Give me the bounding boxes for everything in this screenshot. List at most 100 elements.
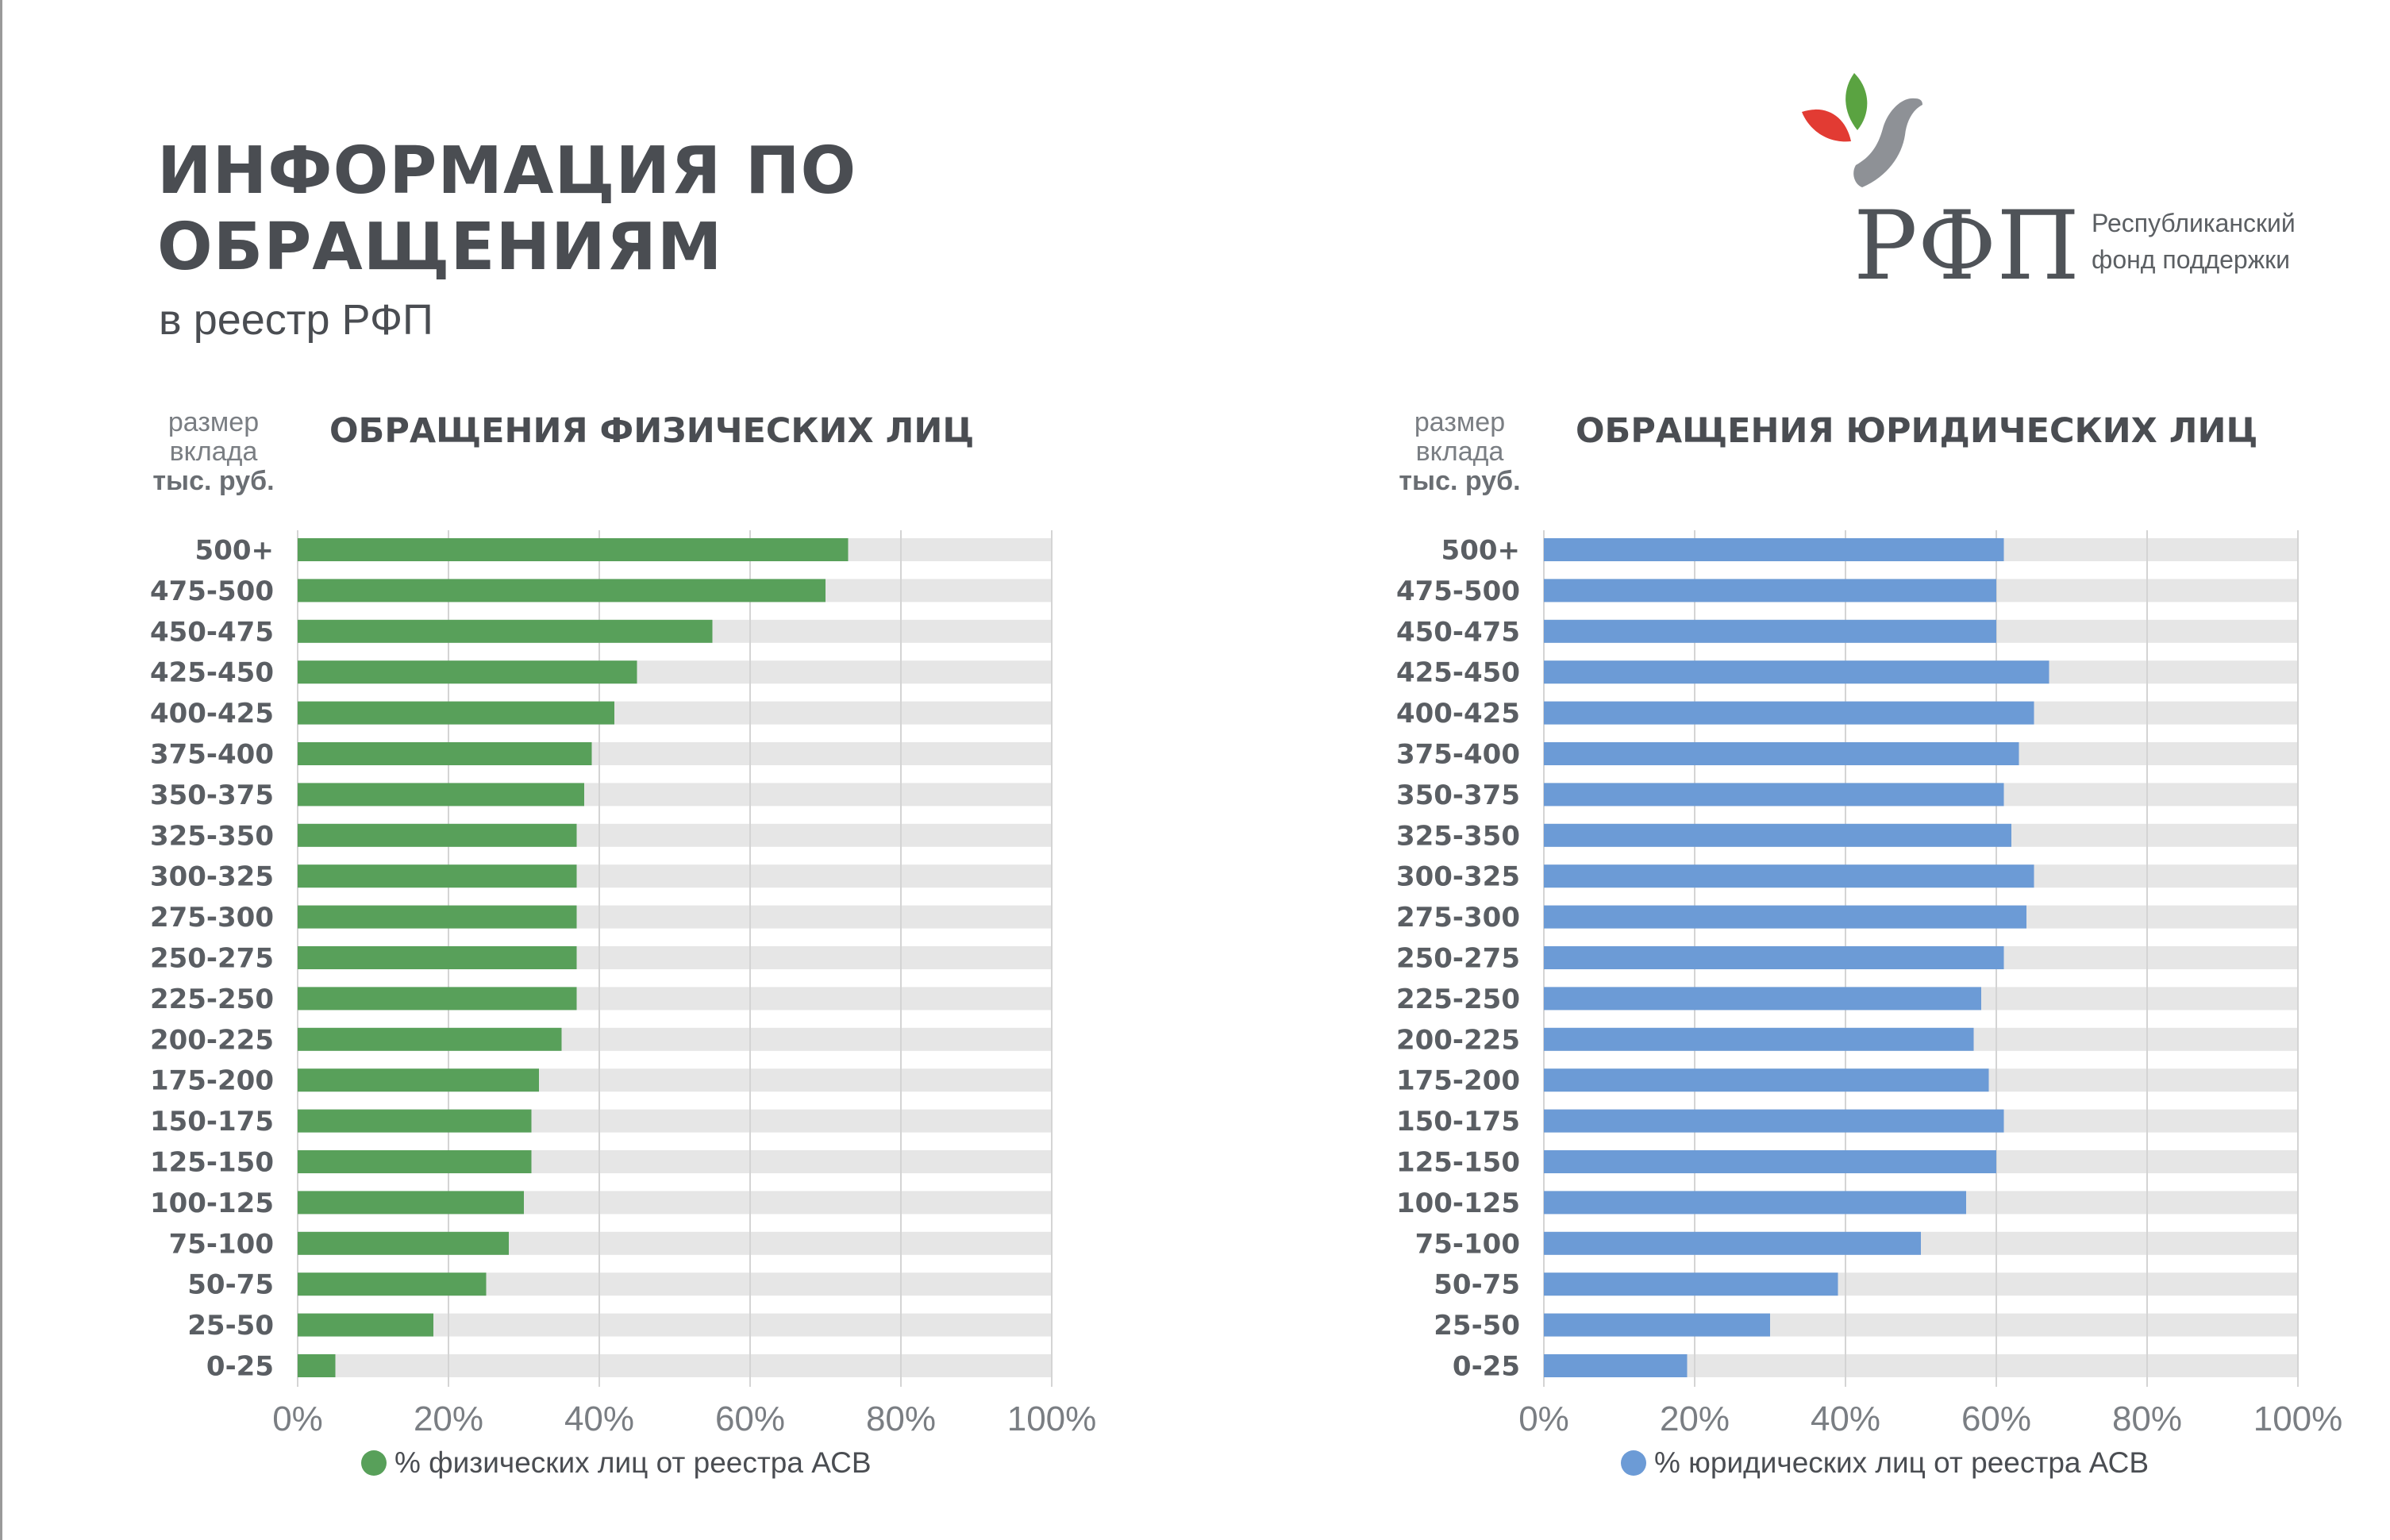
data-bar xyxy=(298,701,614,725)
logo-name-line-2: фонд поддержки xyxy=(2092,245,2290,274)
category-label: 375-400 xyxy=(1396,739,1520,771)
category-label: 150-175 xyxy=(1396,1106,1520,1138)
data-bar xyxy=(1544,1231,1921,1255)
category-label: 75-100 xyxy=(169,1228,274,1260)
category-label: 100-125 xyxy=(1396,1188,1520,1219)
category-label: 200-225 xyxy=(1396,1024,1520,1056)
legend-swatch xyxy=(1621,1450,1646,1476)
data-bar xyxy=(298,619,713,643)
category-label: 500+ xyxy=(195,535,274,567)
category-label: 250-275 xyxy=(1396,943,1520,975)
data-bar xyxy=(298,1354,336,1377)
data-bar xyxy=(298,538,849,561)
category-label: 475-500 xyxy=(1396,576,1520,607)
category-label: 225-250 xyxy=(150,984,274,1015)
data-bar xyxy=(1544,742,2019,765)
category-label: 375-400 xyxy=(150,739,274,771)
unit-label-line-1: размер xyxy=(1414,407,1506,437)
data-bar xyxy=(1544,1313,1770,1337)
category-label: 400-425 xyxy=(150,698,274,730)
x-tick-label: 20% xyxy=(414,1399,483,1438)
legend-label: % физических лиц от реестра АСВ xyxy=(394,1446,872,1479)
data-bar xyxy=(298,1027,562,1051)
category-label: 325-350 xyxy=(150,820,274,852)
data-bar xyxy=(1544,1150,1996,1173)
data-bar xyxy=(1544,1027,1974,1051)
category-label: 150-175 xyxy=(150,1106,274,1138)
data-bar xyxy=(298,905,577,929)
page-left-border xyxy=(0,0,2,1540)
unit-label-line-2: вклада xyxy=(1415,437,1504,467)
category-label: 250-275 xyxy=(150,943,274,975)
x-tick-label: 80% xyxy=(2112,1399,2182,1438)
category-label: 50-75 xyxy=(1434,1269,1520,1301)
data-bar xyxy=(298,742,592,765)
category-label: 125-150 xyxy=(1396,1147,1520,1179)
legend-swatch xyxy=(361,1450,387,1476)
category-label: 425-450 xyxy=(1396,657,1520,689)
category-label: 275-300 xyxy=(150,902,274,934)
red-leaf-icon xyxy=(1802,109,1851,142)
deposit-size-label: размер вклада тыс. руб. xyxy=(138,408,289,496)
page-title: ИНФОРМАЦИЯ ПО ОБРАЩЕНИЯМ xyxy=(157,133,856,286)
data-bar xyxy=(1544,660,2049,684)
data-bar xyxy=(298,946,577,969)
data-bar xyxy=(298,823,577,847)
x-tick-label: 100% xyxy=(1007,1399,1097,1438)
data-bar xyxy=(298,783,584,807)
category-label: 500+ xyxy=(1441,535,1520,567)
data-bar xyxy=(1544,1068,1989,1092)
unit-label-line-3: тыс. руб. xyxy=(1399,466,1521,496)
data-bar xyxy=(1544,1354,1688,1377)
category-label: 225-250 xyxy=(1396,984,1520,1015)
data-bar xyxy=(1544,701,2034,725)
deposit-size-label: размер вклада тыс. руб. xyxy=(1384,408,1535,496)
page-subtitle: в реестр РФП xyxy=(159,296,433,344)
chart-legend: % юридических лиц от реестра АСВ xyxy=(1621,1446,2149,1480)
hand-leaves-icon xyxy=(1802,73,1922,187)
category-label: 475-500 xyxy=(150,576,274,607)
unit-label-line-2: вклада xyxy=(169,437,258,467)
chart-legal-entities: размер вклада тыс. руб. ОБРАЩЕНИЯ ЮРИДИЧ… xyxy=(1365,397,2390,1508)
legend-label: % юридических лиц от реестра АСВ xyxy=(1654,1446,2149,1479)
chart-legend: % физических лиц от реестра АСВ xyxy=(361,1446,872,1480)
logo-full-name: Республиканский фонд поддержки xyxy=(2092,205,2296,278)
x-tick-label: 80% xyxy=(866,1399,936,1438)
hand-icon xyxy=(1853,98,1922,187)
x-tick-label: 100% xyxy=(2253,1399,2343,1438)
data-bar xyxy=(1544,538,2004,561)
chart-individuals: размер вклада тыс. руб. ОБРАЩЕНИЯ ФИЗИЧЕ… xyxy=(119,397,1310,1508)
category-label: 275-300 xyxy=(1396,902,1520,934)
page-title-line-2: ОБРАЩЕНИЯМ xyxy=(157,210,723,285)
x-tick-label: 60% xyxy=(715,1399,785,1438)
data-bar xyxy=(1544,946,2004,969)
x-tick-label: 0% xyxy=(1518,1399,1569,1438)
category-label: 125-150 xyxy=(150,1147,274,1179)
category-label: 50-75 xyxy=(187,1269,274,1301)
data-bar xyxy=(298,864,577,888)
x-tick-label: 40% xyxy=(1811,1399,1880,1438)
category-label: 25-50 xyxy=(1434,1310,1520,1342)
green-leaf-icon xyxy=(1845,73,1868,130)
x-tick-label: 0% xyxy=(272,1399,323,1438)
category-label: 450-475 xyxy=(1396,616,1520,648)
bar-chart-plot: 500+ 475-500 450-475 425-450 400-425 375-400 3… xyxy=(1396,530,2343,1438)
data-bar xyxy=(298,1313,433,1337)
x-tick-label: 60% xyxy=(1961,1399,2031,1438)
category-label: 100-125 xyxy=(150,1188,274,1219)
x-tick-label: 20% xyxy=(1660,1399,1730,1438)
data-bar xyxy=(298,1109,532,1133)
rfp-logo: РФП Республиканский фонд поддержки xyxy=(1794,68,2365,298)
category-label: 25-50 xyxy=(187,1310,274,1342)
category-label: 400-425 xyxy=(1396,698,1520,730)
data-bar xyxy=(1544,1191,1966,1215)
category-label: 0-25 xyxy=(1453,1351,1520,1383)
data-bar xyxy=(1544,619,1996,643)
category-label: 175-200 xyxy=(150,1065,274,1097)
data-bar xyxy=(298,1191,524,1215)
category-label: 325-350 xyxy=(1396,820,1520,852)
category-label: 200-225 xyxy=(150,1024,274,1056)
chart-title: ОБРАЩЕНИЯ ЮРИДИЧЕСКИХ ЛИЦ xyxy=(1576,411,2258,451)
data-bar xyxy=(298,1068,539,1092)
x-tick-label: 40% xyxy=(564,1399,634,1438)
